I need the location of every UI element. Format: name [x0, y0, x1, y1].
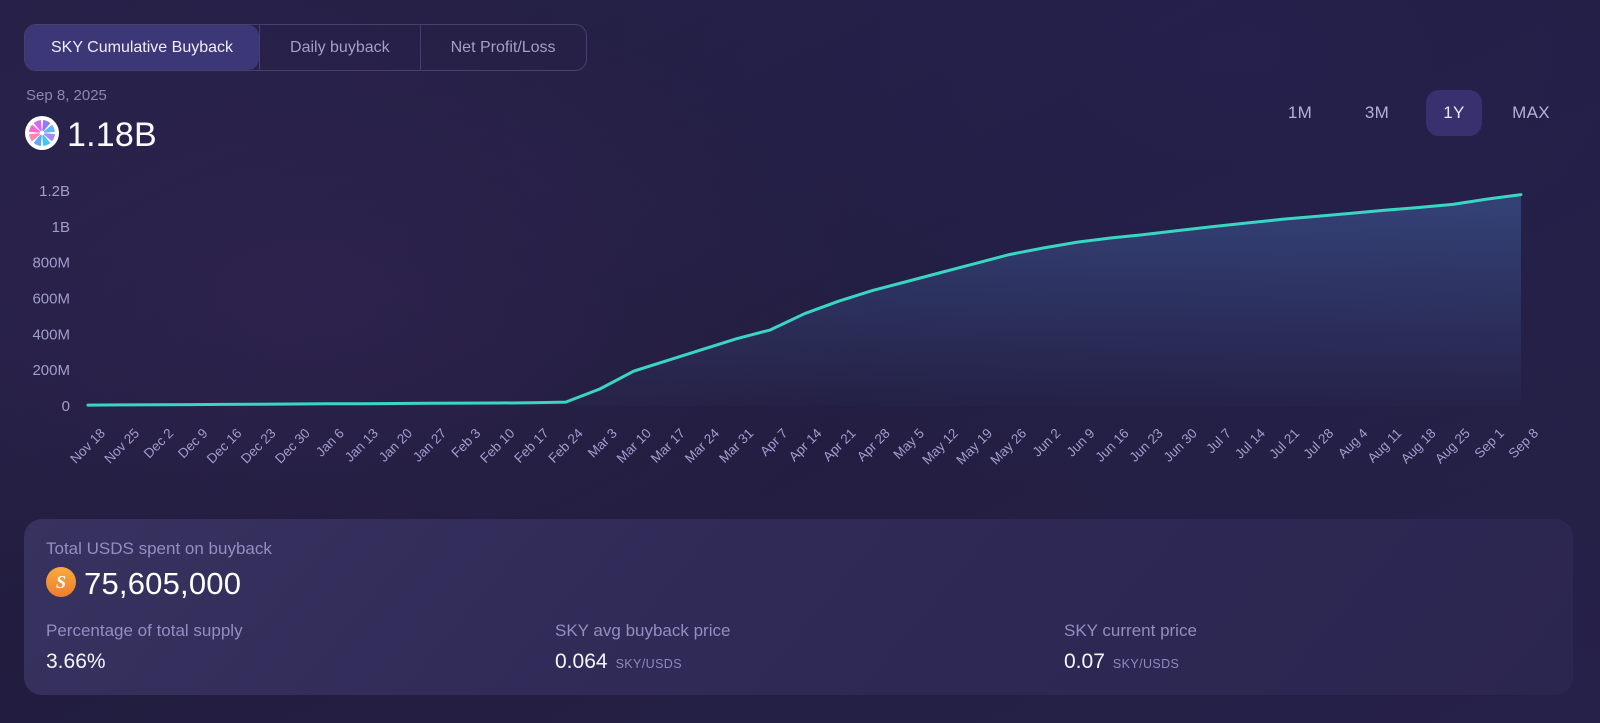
x-axis-tick-label: Feb 17: [511, 426, 551, 466]
stat-avg-buyback-price: SKY avg buyback price 0.064 SKY/USDS: [555, 621, 1064, 674]
x-axis-tick-label: Mar 17: [648, 426, 688, 466]
x-axis-tick-label: Sep 8: [1506, 426, 1542, 462]
stat-value: 3.66%: [46, 650, 106, 673]
usds-token-icon: S: [46, 566, 76, 602]
tab-net-profit-loss[interactable]: Net Profit/Loss: [419, 25, 586, 70]
tab-sky-cumulative-buyback[interactable]: SKY Cumulative Buyback: [25, 25, 260, 70]
range-button-1m[interactable]: 1M: [1287, 103, 1313, 122]
total-usds-value: 75,605,000: [84, 566, 242, 601]
stat-percentage-of-supply: Percentage of total supply 3.66%: [46, 621, 555, 674]
stat-value: 0.064: [555, 650, 608, 673]
x-axis-tick-label: Jan 13: [342, 426, 381, 465]
y-axis-tick-label: 0: [62, 398, 70, 415]
x-axis-tick-label: Jun 2: [1029, 426, 1063, 460]
x-axis-tick-label: Jun 23: [1127, 426, 1166, 465]
x-axis-tick-label: Jan 27: [410, 426, 449, 465]
x-axis-tick-label: Mar 31: [716, 426, 756, 466]
cumulative-total-value: 1.18B: [67, 116, 157, 154]
y-axis-tick-label: 400M: [32, 326, 70, 343]
x-axis-tick-label: Aug 25: [1432, 426, 1473, 467]
sky-token-icon: [24, 115, 60, 156]
svg-text:S: S: [56, 572, 66, 592]
y-axis-tick-label: 1B: [52, 219, 70, 236]
y-axis-tick-label: 1.2B: [39, 183, 70, 200]
current-date-label: Sep 8, 2025: [26, 87, 107, 104]
x-axis-tick-label: Nov 18: [67, 426, 108, 467]
cumulative-total: 1.18B: [24, 115, 157, 156]
x-axis-tick-label: Jul 14: [1232, 425, 1268, 461]
x-axis-tick-label: Jun 30: [1161, 426, 1200, 465]
range-button-1y[interactable]: 1Y: [1426, 90, 1482, 136]
x-axis-tick-label: Jul 7: [1203, 426, 1234, 457]
y-axis-tick-label: 800M: [32, 255, 70, 272]
x-axis-tick-label: Jan 20: [376, 426, 415, 465]
x-axis-tick-label: Apr 28: [854, 426, 893, 465]
x-axis-tick-label: Feb 10: [477, 426, 517, 466]
chart-type-tabs: SKY Cumulative Buyback Daily buyback Net…: [24, 24, 587, 71]
range-button-max[interactable]: MAX: [1512, 103, 1550, 122]
x-axis-tick-label: Dec 16: [204, 426, 245, 467]
x-axis-tick-label: Apr 21: [820, 426, 859, 465]
stat-current-price: SKY current price 0.07 SKY/USDS: [1064, 621, 1573, 674]
x-axis-tick-label: Aug 11: [1364, 426, 1404, 466]
buyback-summary-card: Total USDS spent on buyback S 75,605,000…: [24, 519, 1573, 695]
total-usds-row: S 75,605,000: [46, 566, 241, 602]
y-axis-tick-label: 200M: [32, 362, 70, 379]
stat-label: SKY avg buyback price: [555, 621, 731, 640]
x-axis-tick-label: Dec 23: [238, 426, 279, 467]
stat-unit: SKY/USDS: [1112, 657, 1180, 671]
stat-value: 0.07: [1064, 650, 1105, 673]
x-axis-tick-label: Jun 16: [1092, 426, 1131, 465]
chart-series-line: [86, 193, 1523, 407]
x-axis-tick-label: Aug 18: [1398, 426, 1439, 467]
tab-daily-buyback[interactable]: Daily buyback: [259, 25, 420, 70]
x-axis-tick-label: Mar 10: [614, 426, 654, 466]
x-axis-tick-label: Apr 14: [786, 425, 825, 464]
x-axis-tick-label: Jul 21: [1266, 426, 1302, 462]
x-axis-tick-label: May 19: [953, 426, 995, 468]
x-axis-tick-label: Mar 24: [682, 425, 723, 466]
stat-unit: SKY/USDS: [615, 657, 682, 671]
summary-stats-row: Percentage of total supply 3.66% SKY avg…: [46, 621, 1573, 674]
range-button-3m[interactable]: 3M: [1364, 103, 1390, 122]
x-axis-tick-label: Feb 24: [545, 425, 586, 466]
total-usds-label: Total USDS spent on buyback: [46, 539, 272, 558]
x-axis-tick-label: May 12: [919, 426, 961, 468]
x-axis-tick-label: May 26: [987, 426, 1029, 468]
x-axis-tick-label: Dec 30: [272, 426, 313, 467]
x-axis-tick-label: Jul 28: [1300, 426, 1336, 462]
chart-area-fill: [88, 194, 1521, 406]
buyback-line-chart[interactable]: 1.2B 1B 800M 600M 400M 200M 0 Nov 18 Nov 25 Dec 2…: [0, 170, 1600, 482]
x-axis-tick-label: Nov 25: [101, 426, 142, 467]
x-axis-tick-label: Dec 2: [141, 426, 177, 462]
x-axis-tick-label: Sep 1: [1471, 426, 1507, 462]
y-axis-tick-label: 600M: [32, 291, 70, 308]
stat-label: SKY current price: [1064, 621, 1197, 640]
stat-label: Percentage of total supply: [46, 621, 243, 640]
time-range-selector: 1M 3M 1Y MAX: [1272, 90, 1559, 136]
